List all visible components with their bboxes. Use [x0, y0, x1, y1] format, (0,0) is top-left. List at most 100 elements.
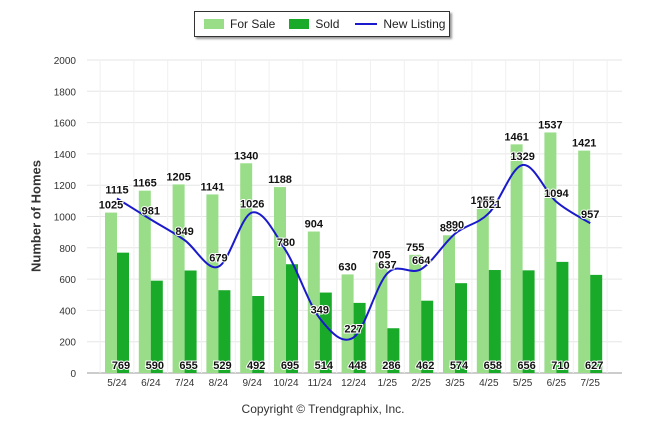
x-tick-label: 5/25	[513, 378, 533, 389]
x-tick-label: 6/25	[547, 378, 567, 389]
legend-item-for-sale: For Sale	[204, 17, 275, 31]
x-tick-label: 10/24	[273, 378, 298, 389]
legend: For Sale Sold New Listing	[194, 11, 450, 37]
label-new-listing: 1026	[240, 198, 264, 210]
bar-sold	[286, 264, 298, 373]
x-tick-label: 3/25	[445, 378, 465, 389]
bar-sold	[387, 328, 400, 373]
legend-label-new-listing: New Listing	[383, 17, 446, 31]
bar-for-sale	[578, 150, 591, 373]
y-tick-label: 800	[59, 244, 76, 255]
y-tick-label: 1400	[54, 150, 77, 161]
line-new-listing	[116, 164, 591, 341]
label-for-sale: 1421	[572, 138, 596, 150]
label-sold: 769	[112, 360, 130, 372]
y-axis-label: Number of Homes	[28, 160, 44, 272]
label-for-sale: 1141	[200, 181, 224, 193]
label-sold: 695	[281, 360, 299, 372]
bar-for-sale	[510, 144, 523, 373]
x-tick-label: 5/24	[107, 378, 127, 389]
bar-sold	[488, 270, 501, 373]
label-sold: 514	[315, 360, 334, 372]
bar-sold	[252, 296, 265, 373]
bar-for-sale	[375, 262, 388, 373]
label-new-listing: 890	[446, 220, 464, 232]
label-for-sale: 705	[372, 250, 390, 262]
bar-sold	[556, 261, 569, 373]
label-for-sale: 1205	[166, 171, 190, 183]
x-tick-label: 11/24	[308, 378, 333, 389]
bar-for-sale	[443, 235, 455, 373]
label-sold: 658	[484, 360, 502, 372]
bar-sold	[522, 270, 535, 373]
legend-swatch-for-sale	[204, 19, 224, 29]
label-sold: 656	[517, 360, 535, 372]
bar-sold	[590, 274, 603, 373]
y-tick-label: 600	[59, 275, 76, 286]
label-sold: 655	[179, 360, 197, 372]
bar-for-sale	[476, 207, 489, 373]
y-tick-label: 1000	[54, 213, 77, 224]
label-for-sale: 1165	[133, 178, 157, 190]
label-sold: 590	[146, 360, 164, 372]
label-sold: 574	[450, 360, 469, 372]
bar-sold	[319, 292, 332, 373]
bar-for-sale	[409, 254, 422, 373]
label-for-sale: 1025	[99, 200, 123, 212]
bar-for-sale	[274, 187, 286, 373]
bar-sold	[421, 300, 434, 373]
bar-for-sale	[105, 212, 117, 373]
label-new-listing: 349	[311, 304, 329, 316]
x-tick-label: 9/24	[242, 378, 262, 389]
x-tick-label: 7/25	[580, 378, 600, 389]
bar-sold	[117, 252, 129, 373]
label-sold: 286	[382, 360, 400, 372]
label-new-listing: 664	[412, 255, 431, 267]
label-for-sale: 755	[406, 242, 424, 254]
legend-swatch-sold	[289, 19, 310, 29]
label-new-listing: 637	[378, 259, 396, 271]
x-tick-label: 4/25	[479, 378, 499, 389]
label-new-listing: 1115	[105, 185, 128, 197]
copyright-footer: Copyright © Trendgraphix, Inc.	[241, 402, 405, 416]
legend-item-sold: Sold	[289, 17, 339, 31]
label-new-listing: 1329	[510, 151, 534, 163]
x-tick-label: 12/24	[341, 378, 366, 389]
x-tick-label: 8/24	[209, 378, 229, 389]
label-sold: 529	[213, 360, 231, 372]
label-for-sale: 1188	[268, 174, 292, 186]
label-for-sale: 1340	[234, 150, 258, 162]
label-new-listing: 849	[175, 226, 193, 238]
legend-item-new-listing: New Listing	[355, 17, 445, 31]
bar-sold	[150, 280, 163, 373]
bar-for-sale	[206, 194, 219, 373]
bar-sold	[184, 270, 197, 373]
label-sold: 710	[551, 360, 569, 372]
bar-sold	[455, 283, 467, 373]
label-for-sale: 880	[440, 222, 458, 234]
label-new-listing: 957	[581, 209, 599, 221]
label-new-listing: 679	[209, 253, 227, 265]
label-sold: 492	[247, 360, 265, 372]
legend-label-for-sale: For Sale	[230, 17, 276, 31]
label-new-listing: 1021	[477, 199, 501, 211]
label-for-sale: 1055	[471, 195, 495, 207]
label-new-listing: 780	[277, 237, 295, 249]
legend-line-new-listing	[355, 23, 378, 25]
label-for-sale: 630	[338, 261, 356, 273]
label-for-sale: 904	[305, 219, 324, 231]
label-sold: 462	[416, 360, 434, 372]
legend-label-sold: Sold	[315, 17, 340, 31]
bar-for-sale	[544, 132, 557, 373]
y-tick-label: 200	[59, 338, 76, 349]
label-new-listing: 981	[142, 205, 160, 217]
bar-for-sale	[172, 184, 185, 373]
bar-sold	[218, 290, 231, 373]
bar-for-sale	[307, 231, 320, 373]
bar-sold	[353, 302, 366, 373]
bar-for-sale	[240, 163, 253, 373]
label-new-listing: 227	[344, 323, 362, 335]
label-sold: 448	[348, 360, 366, 372]
label-for-sale: 1537	[538, 119, 562, 131]
